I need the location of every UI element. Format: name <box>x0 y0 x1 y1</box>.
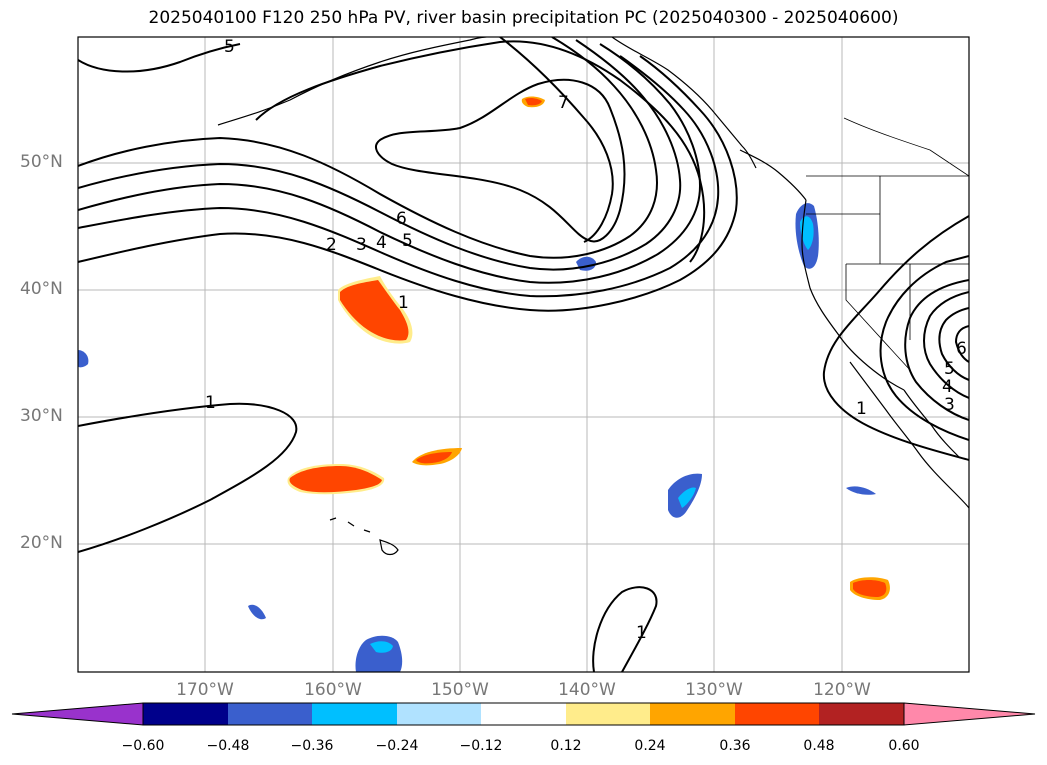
precip-negative-area <box>248 604 266 620</box>
colorbar-tick: −0.12 <box>459 738 503 754</box>
pv-contour-east-3 <box>904 279 969 421</box>
colorbar-tick: 0.24 <box>634 738 666 754</box>
lon-label-130w: 130°W <box>685 680 743 700</box>
colorbar-tick: −0.24 <box>375 738 419 754</box>
pv-contour-2 <box>78 55 738 312</box>
pv-contour-1-alaska <box>78 43 241 73</box>
pv-contour-4 <box>78 43 702 284</box>
state-lines <box>806 176 969 371</box>
lon-label-150w: 150°W <box>431 680 489 700</box>
precip-negative-area <box>370 641 393 653</box>
canada-interior-lines <box>843 117 969 177</box>
pv-contour-labels: 1 2 3 4 5 6 7 1 3 4 5 6 1 1 5 <box>205 37 967 643</box>
colorbar-segment <box>566 703 650 725</box>
colorbar-segment <box>228 703 312 725</box>
contour-label: 3 <box>944 395 955 415</box>
colorbar-segment <box>397 703 481 725</box>
alaska-coast <box>217 37 500 126</box>
contour-label: 5 <box>944 359 955 379</box>
lat-label-40n: 40°N <box>20 279 63 299</box>
colorbar-segment <box>481 703 566 725</box>
lon-label-140w: 140°W <box>558 680 616 700</box>
pv-contour-7 <box>499 37 614 243</box>
map-area <box>78 37 969 672</box>
colorbar-tick: 0.48 <box>803 738 835 754</box>
contour-label: 3 <box>356 235 367 255</box>
contour-label: 1 <box>636 623 647 643</box>
contour-label: 2 <box>326 235 337 255</box>
colorbar-segment <box>650 703 735 725</box>
colorbar-tick: −0.48 <box>206 738 250 754</box>
pv-contour-east-1 <box>822 215 969 461</box>
coastlines <box>217 37 969 556</box>
pv-contour-3 <box>78 55 720 298</box>
contour-label: 5 <box>402 231 413 251</box>
contour-label: 7 <box>558 93 569 113</box>
colorbar <box>11 702 1036 726</box>
map-frame <box>77 36 970 673</box>
hawaii-islands <box>329 517 399 556</box>
alaska-panhandle-coast <box>611 37 757 169</box>
colorbar-tick: −0.60 <box>121 738 165 754</box>
bc-coast <box>739 149 807 201</box>
colorbar-tick: 0.60 <box>888 738 920 754</box>
pv-contours <box>78 37 969 672</box>
precip-negative-area <box>678 487 696 508</box>
precip-positive-area <box>289 466 382 493</box>
lon-label-160w: 160°W <box>304 680 362 700</box>
colorbar-segment <box>143 703 228 725</box>
lat-label-20n: 20°N <box>20 533 63 553</box>
baja-coast-inner <box>903 389 961 459</box>
baja-coast <box>849 361 969 509</box>
colorbar-extend-left <box>11 702 144 726</box>
colorbar-tick: 0.36 <box>719 738 751 754</box>
lat-label-50n: 50°N <box>20 152 63 172</box>
pv-contour-east-6 <box>954 325 969 363</box>
precip-positive-area <box>853 580 887 597</box>
colorbar-segment <box>312 703 397 725</box>
pv-contour-east-2 <box>879 255 969 441</box>
pv-contour-ridge-inner <box>375 78 626 243</box>
contour-label: 5 <box>224 37 235 57</box>
lon-label-170w: 170°W <box>176 680 234 700</box>
precip-positive-area <box>525 97 542 106</box>
colorbar-tick: −0.36 <box>290 738 334 754</box>
contour-label: 4 <box>942 377 953 397</box>
pv-contour-1-west <box>78 402 298 553</box>
contour-label: 4 <box>376 233 387 253</box>
precip-shading <box>78 96 890 672</box>
contour-label: 1 <box>398 293 409 313</box>
colorbar-extend-right <box>903 702 1036 726</box>
gridlines <box>78 37 969 672</box>
us-west-coast <box>801 199 905 391</box>
colorbar-segment <box>819 703 904 725</box>
precip-positive-area <box>340 280 409 341</box>
pv-contour-east-4 <box>923 291 969 399</box>
contour-label: 6 <box>956 339 967 359</box>
pv-contour-east-5 <box>938 307 969 381</box>
colorbar-frame <box>142 702 905 726</box>
contour-label: 1 <box>856 399 867 419</box>
lon-label-120w: 120°W <box>813 680 871 700</box>
contour-label: 1 <box>205 393 216 413</box>
boundaries <box>806 117 969 371</box>
contour-label: 6 <box>396 209 407 229</box>
pv-contour-6 <box>78 37 658 259</box>
precip-positive-area <box>416 452 452 464</box>
precip-negative-area <box>78 350 89 368</box>
colorbar-tick: 0.12 <box>550 738 582 754</box>
lat-label-30n: 30°N <box>20 406 63 426</box>
precip-negative-area <box>846 486 876 495</box>
map-title: 2025040100 F120 250 hPa PV, river basin … <box>148 8 899 28</box>
colorbar-segment <box>735 703 819 725</box>
pv-contour-5 <box>78 39 682 271</box>
pv-contour-1-south <box>592 586 658 672</box>
